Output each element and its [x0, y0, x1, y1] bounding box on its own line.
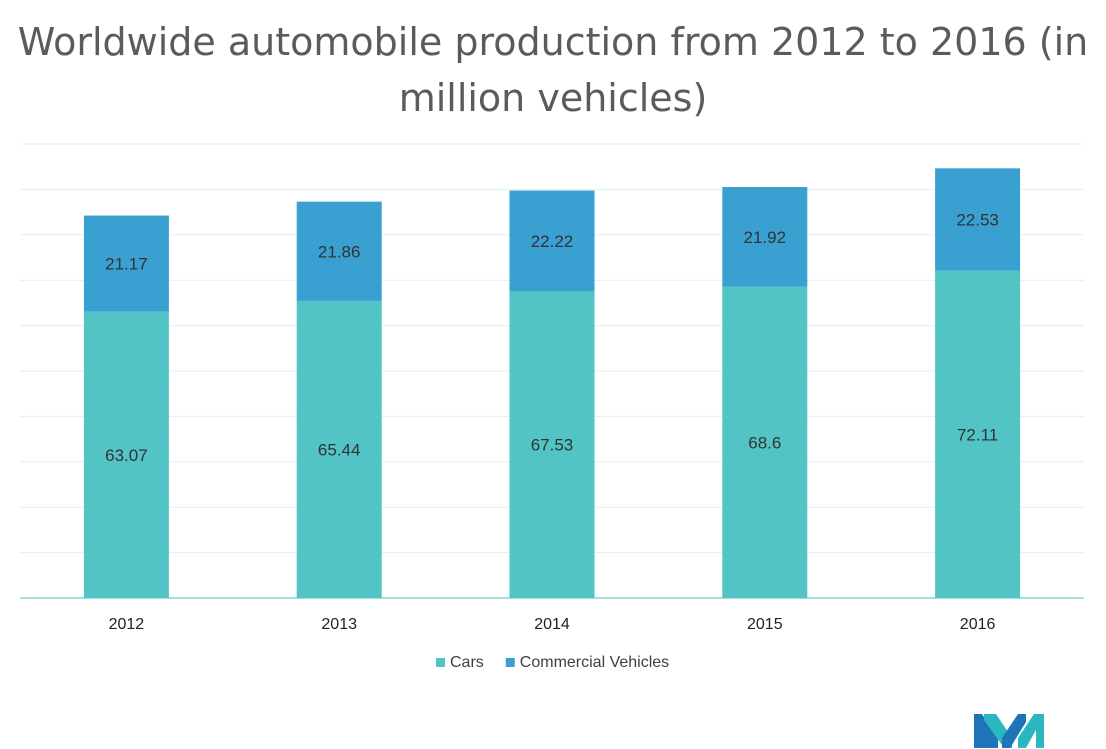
data-label: 22.53 — [956, 210, 999, 229]
bars — [83, 168, 1021, 598]
x-tick-label: 2013 — [321, 616, 357, 633]
x-tick-label: 2016 — [960, 616, 996, 633]
legend-label: Commercial Vehicles — [520, 654, 669, 671]
bar-commercial-vehicles-2012 — [83, 215, 169, 312]
bar-cars-2013 — [296, 300, 382, 598]
brand-logo-icon — [974, 714, 1044, 748]
bar-commercial-vehicles-2014 — [509, 190, 595, 292]
x-axis-tick-labels: 2012 2013 2014 2015 2016 — [109, 616, 996, 633]
bar-cars-2012 — [83, 311, 169, 598]
x-tick-label: 2012 — [109, 616, 145, 633]
data-label: 72.11 — [957, 425, 998, 444]
bar-cars-2016 — [935, 270, 1021, 598]
data-label: 21.86 — [318, 242, 361, 261]
chart-title: Worldwide automobile production from 201… — [17, 20, 1089, 120]
bar-commercial-vehicles-2013 — [296, 201, 382, 301]
data-labels: 63.07 21.17 65.44 21.86 67.53 22.22 68.6 21.92 7… — [105, 210, 999, 464]
legend: Cars Commercial Vehicles — [436, 654, 669, 671]
data-label: 63.07 — [105, 446, 148, 465]
bar-cars-2015 — [722, 286, 808, 598]
data-label: 21.92 — [744, 228, 787, 247]
data-label: 68.6 — [748, 433, 781, 452]
data-label: 21.17 — [105, 255, 148, 274]
x-tick-label: 2015 — [747, 616, 783, 633]
legend-label: Cars — [450, 654, 484, 671]
data-label: 67.53 — [531, 436, 574, 455]
data-label: 65.44 — [318, 440, 361, 459]
legend-swatch — [436, 658, 445, 667]
bar-commercial-vehicles-2015 — [722, 187, 808, 287]
bar-cars-2014 — [509, 291, 595, 598]
data-label: 22.22 — [531, 232, 574, 251]
x-tick-label: 2014 — [534, 616, 570, 633]
legend-swatch — [505, 658, 515, 667]
bar-commercial-vehicles-2016 — [935, 168, 1021, 271]
